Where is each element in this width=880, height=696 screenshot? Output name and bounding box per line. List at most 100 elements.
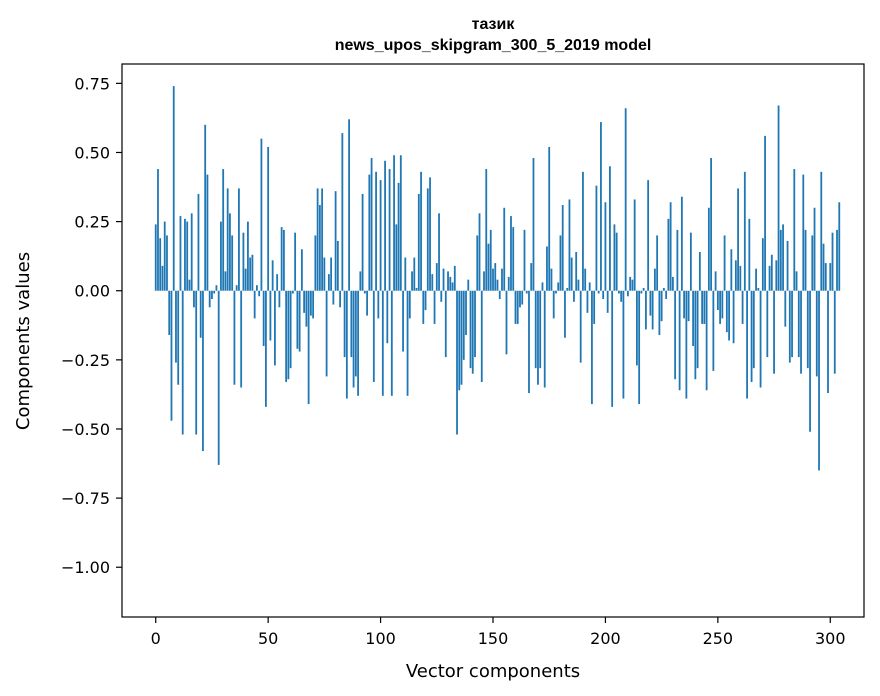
bar-272 (766, 290, 769, 358)
bar-125 (435, 263, 438, 291)
bar-124 (433, 290, 436, 324)
bar-70 (312, 290, 315, 319)
bar-159 (512, 227, 515, 291)
bar-116 (415, 287, 418, 291)
bar-82 (339, 290, 341, 308)
bar-292 (811, 235, 814, 291)
bar-208 (622, 290, 625, 399)
bar-179 (557, 282, 560, 291)
bar-169 (534, 290, 537, 369)
bar-80 (334, 191, 337, 291)
bar-246 (707, 207, 710, 291)
bar-110 (402, 290, 404, 352)
bar-121 (426, 188, 429, 291)
bar-32 (226, 188, 229, 291)
bar-287 (800, 290, 802, 374)
bar-228 (667, 218, 670, 291)
bar-172 (541, 282, 544, 291)
bar-298 (824, 263, 827, 291)
bar-222 (653, 268, 656, 291)
bar-212 (631, 279, 634, 291)
bar-244 (703, 290, 706, 324)
bar-269 (759, 290, 762, 388)
bar-135 (458, 290, 461, 391)
x-tick-label: 250 (703, 629, 734, 648)
bar-44 (253, 290, 256, 319)
bar-174 (546, 246, 548, 291)
bar-68 (307, 290, 310, 405)
bar-186 (573, 290, 575, 302)
bar-253 (723, 235, 726, 291)
x-tick-label: 0 (151, 629, 161, 648)
bar-34 (231, 235, 234, 291)
bar-239 (692, 290, 695, 347)
bar-236 (685, 290, 688, 399)
y-tick-label: 0.50 (74, 143, 110, 162)
bar-128 (442, 268, 445, 291)
bar-207 (620, 290, 623, 302)
bar-140 (469, 290, 472, 369)
bar-255 (728, 290, 730, 341)
bar-199 (602, 290, 605, 300)
bar-259 (737, 188, 739, 291)
bar-164 (523, 229, 526, 291)
bar-183 (566, 287, 569, 291)
bar-39 (242, 232, 245, 291)
bar-50 (267, 146, 270, 291)
bar-182 (564, 290, 566, 338)
bar-189 (579, 290, 582, 363)
y-tick-label: 0.25 (74, 213, 110, 232)
bar-221 (651, 290, 654, 330)
bar-249 (714, 271, 717, 291)
bar-205 (615, 232, 618, 291)
bar-92 (361, 193, 364, 291)
bar-78 (330, 257, 333, 291)
bar-59 (287, 290, 290, 380)
bar-250 (716, 290, 719, 311)
bar-224 (658, 290, 661, 335)
bar-154 (501, 268, 503, 291)
bar-96 (370, 158, 373, 291)
bar-1 (157, 169, 159, 291)
y-tick-label: −1.00 (61, 558, 110, 577)
bar-247 (710, 158, 712, 291)
y-axis: 0.75 0.50 0.25 0.00 −0.25 −0.50 −0.75 −1.00 (61, 74, 122, 577)
bar-184 (568, 199, 571, 291)
bar-2 (159, 238, 162, 291)
bar-115 (413, 257, 416, 291)
bar-97 (372, 290, 375, 382)
bar-37 (238, 188, 240, 291)
bar-55 (278, 290, 281, 308)
bar-165 (525, 290, 528, 294)
bar-57 (282, 229, 285, 291)
bar-252 (721, 290, 724, 319)
bar-162 (519, 290, 521, 308)
bar-297 (822, 243, 825, 291)
bar-288 (802, 174, 805, 291)
bar-102 (384, 160, 386, 291)
bar-94 (366, 290, 368, 316)
x-tick-label: 200 (590, 629, 621, 648)
bar-118 (420, 171, 422, 291)
bar-157 (507, 276, 510, 291)
bar-148 (487, 243, 490, 291)
bar-167 (530, 263, 533, 291)
bar-280 (784, 290, 787, 327)
bar-175 (548, 146, 551, 291)
bar-144 (478, 213, 481, 291)
bar-229 (669, 202, 672, 291)
bar-170 (537, 290, 539, 385)
bar-256 (730, 249, 733, 291)
bar-98 (375, 171, 377, 291)
bar-0 (154, 224, 157, 291)
bar-190 (582, 171, 584, 291)
bar-123 (431, 274, 434, 291)
bar-149 (489, 229, 492, 291)
bar-197 (597, 290, 600, 294)
bar-60 (289, 290, 292, 369)
bar-36 (235, 285, 238, 291)
bar-275 (773, 290, 775, 374)
bar-158 (510, 216, 512, 291)
bar-198 (600, 122, 602, 291)
